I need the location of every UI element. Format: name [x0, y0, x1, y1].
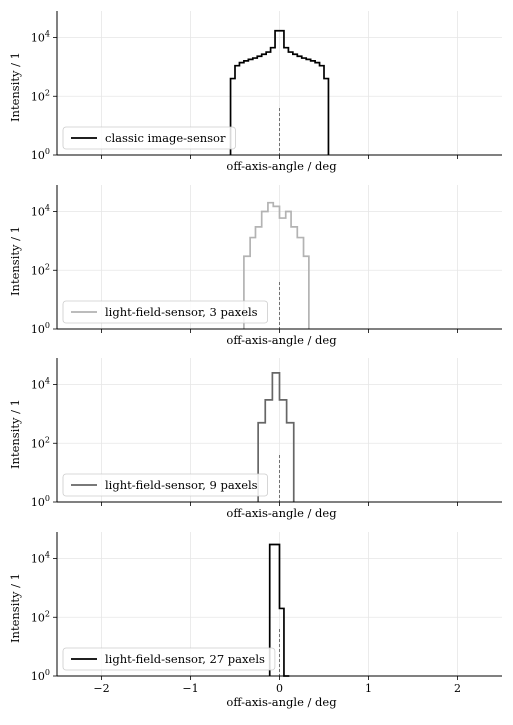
legend-box [62, 300, 268, 324]
y-tick-label: 104 [31, 551, 50, 566]
y-tick-label: 100 [31, 147, 50, 162]
x-tick-label: −2 [93, 682, 109, 695]
y-tick-base: 10 [31, 206, 45, 219]
y-tick-base: 10 [31, 379, 45, 392]
x-axis-label: off-axis-angle / deg [226, 695, 337, 709]
legend-label: light-field-sensor, 3 paxels [105, 305, 258, 319]
y-tick-exponent: 0 [45, 494, 50, 503]
y-tick-base: 10 [31, 90, 45, 103]
legend-label: light-field-sensor, 9 paxels [105, 478, 258, 492]
y-tick-exponent: 2 [45, 435, 50, 444]
y-axis-label: Intensity / 1 [8, 226, 22, 296]
y-axis-label: Intensity / 1 [8, 52, 22, 122]
y-tick-exponent: 0 [45, 147, 50, 156]
y-tick-label: 100 [31, 321, 50, 336]
y-tick-label: 100 [31, 494, 50, 509]
x-tick-label: 1 [365, 682, 372, 695]
x-axis-label: off-axis-angle / deg [226, 506, 337, 520]
y-tick-base: 10 [31, 611, 45, 624]
x-tick-label: 2 [454, 682, 461, 695]
y-tick-base: 10 [31, 32, 45, 45]
legend-box [62, 647, 276, 671]
y-tick-exponent: 4 [45, 551, 50, 560]
y-tick-exponent: 2 [45, 262, 50, 271]
y-tick-base: 10 [31, 264, 45, 277]
x-tick-label: −1 [182, 682, 198, 695]
y-tick-label: 102 [31, 262, 50, 277]
y-tick-label: 104 [31, 204, 50, 219]
y-tick-label: 102 [31, 609, 50, 624]
y-tick-base: 10 [31, 496, 45, 509]
legend-label: light-field-sensor, 27 paxels [105, 652, 265, 666]
y-tick-base: 10 [31, 323, 45, 336]
y-tick-exponent: 0 [45, 321, 50, 330]
x-axis-label: off-axis-angle / deg [226, 159, 337, 173]
y-tick-exponent: 2 [45, 609, 50, 618]
legend-box [62, 126, 236, 150]
y-tick-base: 10 [31, 149, 45, 162]
y-tick-base: 10 [31, 437, 45, 450]
histogram-line [257, 371, 295, 502]
x-axis-label: off-axis-angle / deg [226, 333, 337, 347]
y-tick-exponent: 2 [45, 88, 50, 97]
y-tick-exponent: 4 [45, 377, 50, 386]
y-tick-exponent: 4 [45, 30, 50, 39]
y-tick-base: 10 [31, 553, 45, 566]
y-tick-exponent: 0 [45, 668, 50, 677]
legend-label: classic image-sensor [105, 131, 226, 145]
y-tick-label: 102 [31, 88, 50, 103]
legend-box [62, 473, 268, 497]
histogram-line [229, 29, 330, 155]
y-tick-label: 100 [31, 668, 50, 683]
y-axis-label: Intensity / 1 [8, 399, 22, 469]
y-tick-label: 104 [31, 30, 50, 45]
y-tick-label: 102 [31, 435, 50, 450]
histogram-line [243, 201, 310, 329]
y-tick-exponent: 4 [45, 204, 50, 213]
y-tick-base: 10 [31, 670, 45, 683]
x-tick-label: 0 [276, 682, 283, 695]
y-tick-label: 104 [31, 377, 50, 392]
y-axis-label: Intensity / 1 [8, 573, 22, 643]
